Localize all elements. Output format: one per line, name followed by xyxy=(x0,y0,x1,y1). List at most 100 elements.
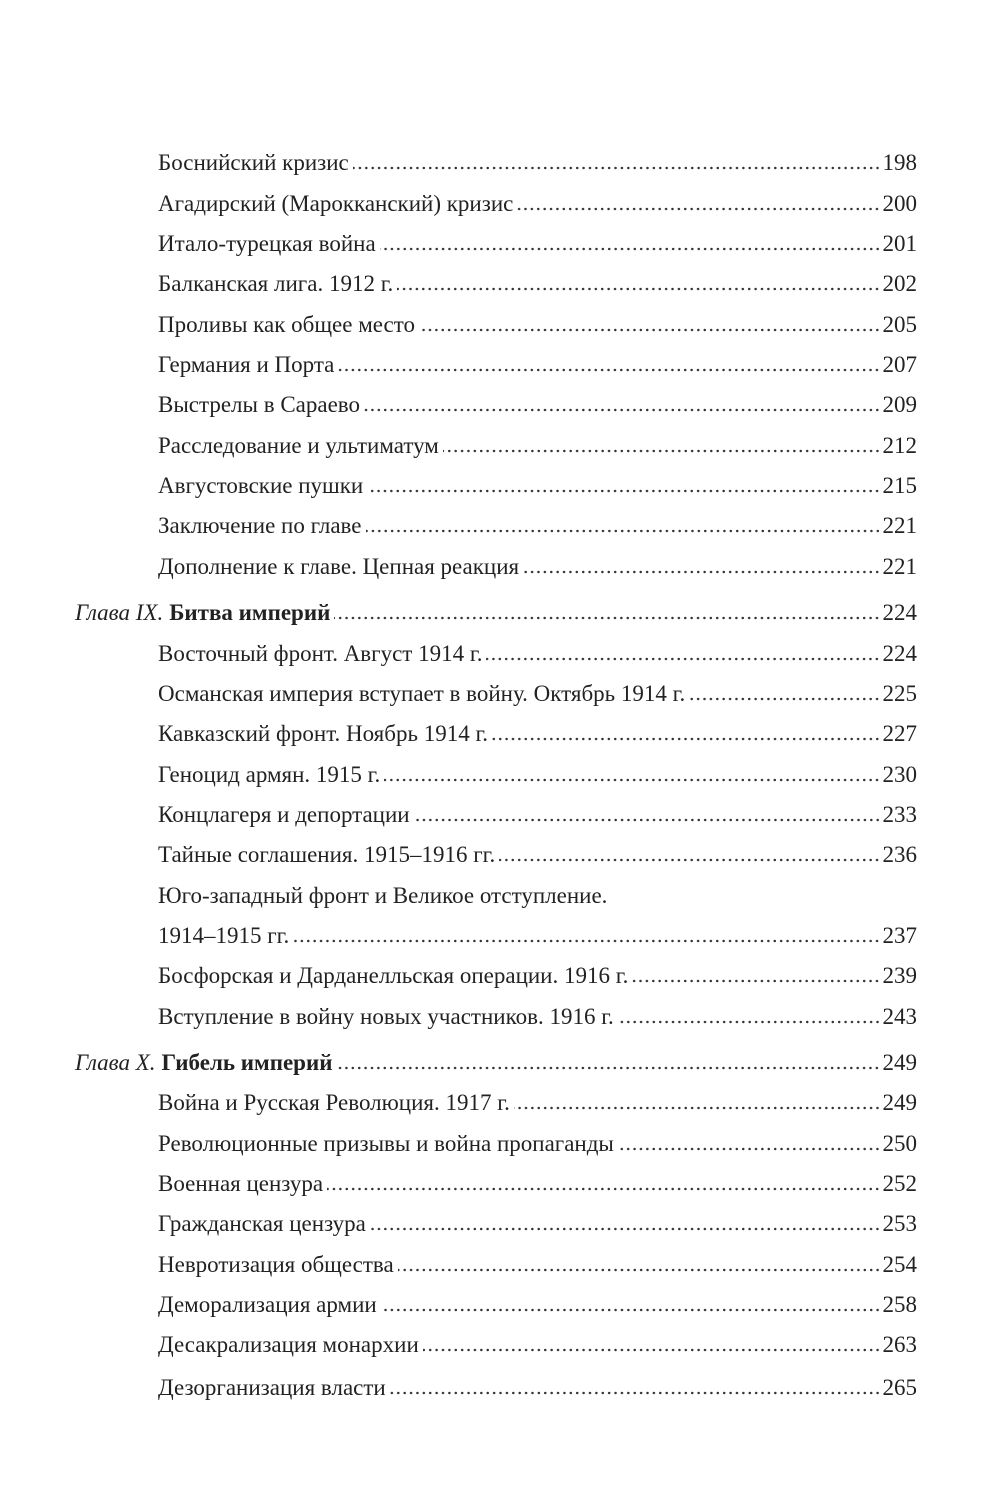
toc-entry: Концлагеря и депортации 233 xyxy=(158,800,917,830)
entry-title: Восточный фронт. Август 1914 г. xyxy=(158,641,483,666)
dot-leader xyxy=(442,449,881,453)
page-number: 205 xyxy=(882,312,918,337)
toc-entry: Августовские пушки 215 xyxy=(158,471,917,501)
toc-entry: Невротизация общества 254 xyxy=(158,1250,917,1280)
page-number: 239 xyxy=(882,963,918,988)
entry-title: Деморализация армии xyxy=(158,1292,377,1317)
entry-title: Концлагеря и депортации xyxy=(158,802,410,827)
page-number: 243 xyxy=(882,1004,918,1029)
dot-leader xyxy=(632,979,881,983)
entry-title: Юго-западный фронт и Великое отступление… xyxy=(158,883,608,908)
dot-leader xyxy=(367,489,881,493)
page-number: 237 xyxy=(882,923,918,948)
dot-leader xyxy=(334,616,881,620)
toc-entry: Десакрализация монархии 263 xyxy=(158,1330,917,1360)
page-number: 258 xyxy=(882,1292,918,1317)
toc-entry: Юго-западный фронт и Великое отступление… xyxy=(158,881,917,911)
dot-leader xyxy=(352,166,881,170)
toc-entry: Итало-турецкая война 201 xyxy=(158,229,917,259)
toc-entry: Гражданская цензура 253 xyxy=(158,1209,917,1239)
dot-leader xyxy=(397,1268,881,1272)
entry-title: Дополнение к главе. Цепная реакция xyxy=(158,554,520,579)
dot-leader xyxy=(413,818,881,822)
dot-leader xyxy=(338,368,881,372)
toc-entry: Дезорганизация власти 265 xyxy=(158,1373,917,1403)
dot-leader xyxy=(517,207,881,211)
toc-entry: Революционные призывы и война пропаганды… xyxy=(158,1129,917,1159)
dot-leader xyxy=(384,778,881,782)
dot-leader xyxy=(327,1187,881,1191)
toc-entry: Боснийский кризис 198 xyxy=(158,148,917,178)
entry-title: Августовские пушки xyxy=(158,473,364,498)
toc-entry: Кавказский фронт. Ноябрь 1914 г. 227 xyxy=(158,719,917,749)
dot-leader xyxy=(689,697,881,701)
page-number: 230 xyxy=(882,762,918,787)
toc-entry: Агадирский (Марокканский) кризис 200 xyxy=(158,189,917,219)
chapter-number: Глава IX. xyxy=(75,600,164,625)
dot-leader xyxy=(523,570,881,574)
entry-title: Расследование и ультиматум xyxy=(158,433,439,458)
entry-title: Османская империя вступает в войну. Октя… xyxy=(158,681,686,706)
entry-title: Геноцид армян. 1915 г. xyxy=(158,762,381,787)
page-number: 221 xyxy=(882,554,918,579)
dot-leader xyxy=(486,657,881,661)
entry-title: Гражданская цензура xyxy=(158,1211,366,1236)
entry-title: Дезорганизация власти xyxy=(158,1375,386,1400)
entry-title: Битва империй xyxy=(169,600,331,625)
entry-title: Военная цензура xyxy=(158,1171,324,1196)
dot-leader xyxy=(365,529,881,533)
toc-entry: Война и Русская Революция. 1917 г. 249 xyxy=(158,1088,917,1118)
entry-title: Война и Русская Революция. 1917 г. xyxy=(158,1090,510,1115)
toc-entry: Заключение по главе 221 xyxy=(158,511,917,541)
entry-title: Балканская лига. 1912 г. xyxy=(158,271,394,296)
entry-title: Проливы как общее место xyxy=(158,312,415,337)
toc-entry: Деморализация армии 258 xyxy=(158,1290,917,1320)
dot-leader xyxy=(513,1106,881,1110)
toc-entry: Тайные соглашения. 1915–1916 гг. 236 xyxy=(158,840,917,870)
entry-title: Агадирский (Марокканский) кризис xyxy=(158,191,514,216)
entry-title: Кавказский фронт. Ноябрь 1914 г. xyxy=(158,721,489,746)
dot-leader xyxy=(369,1227,881,1231)
page-number: 225 xyxy=(882,681,918,706)
toc-entry: Геноцид армян. 1915 г. 230 xyxy=(158,760,917,790)
toc-entry: 1914–1915 гг. 237 xyxy=(158,921,917,951)
page-number: 209 xyxy=(882,392,918,417)
dot-leader xyxy=(293,939,881,943)
dot-leader xyxy=(617,1020,881,1024)
dot-leader xyxy=(419,328,881,332)
toc-entry: Восточный фронт. Август 1914 г. 224 xyxy=(158,639,917,669)
page-number: 253 xyxy=(882,1211,918,1236)
entry-title: Невротизация общества xyxy=(158,1252,394,1277)
toc-entry: Балканская лига. 1912 г. 202 xyxy=(158,269,917,299)
page-number: 254 xyxy=(882,1252,918,1277)
entry-title: Десакрализация монархии xyxy=(158,1332,419,1357)
entry-title: Вступление в войну новых участников. 191… xyxy=(158,1004,614,1029)
toc-entry: Военная цензура 252 xyxy=(158,1169,917,1199)
dot-leader xyxy=(379,247,881,251)
dot-leader xyxy=(617,1147,881,1151)
page-number: 236 xyxy=(882,842,918,867)
page-number: 249 xyxy=(882,1050,918,1075)
dot-leader xyxy=(380,1308,881,1312)
page-number: 221 xyxy=(882,513,918,538)
page-number: 212 xyxy=(882,433,918,458)
page-number: 201 xyxy=(882,231,918,256)
dot-leader xyxy=(336,1066,881,1070)
toc-entry: Проливы как общее место 205 xyxy=(158,310,917,340)
page-number: 263 xyxy=(882,1332,918,1357)
toc-entry: Босфорская и Дарданелльская операции. 19… xyxy=(158,961,917,991)
toc-entry: Выстрелы в Сараево 209 xyxy=(158,390,917,420)
page-number: 224 xyxy=(882,600,918,625)
page-number: 200 xyxy=(882,191,918,216)
dot-leader xyxy=(492,737,881,741)
entry-title: Тайные соглашения. 1915–1916 гг. xyxy=(158,842,496,867)
page-number: 207 xyxy=(882,352,918,377)
page-number: 265 xyxy=(882,1375,918,1400)
page-number: 224 xyxy=(882,641,918,666)
page-number: 233 xyxy=(882,802,918,827)
entry-title: Боснийский кризис xyxy=(158,150,349,175)
entry-title: Босфорская и Дарданелльская операции. 19… xyxy=(158,963,629,988)
entry-title: Гибель империй xyxy=(161,1050,333,1075)
entry-title: Революционные призывы и война пропаганды xyxy=(158,1131,614,1156)
toc-entry: Вступление в войну новых участников. 191… xyxy=(158,1002,917,1032)
